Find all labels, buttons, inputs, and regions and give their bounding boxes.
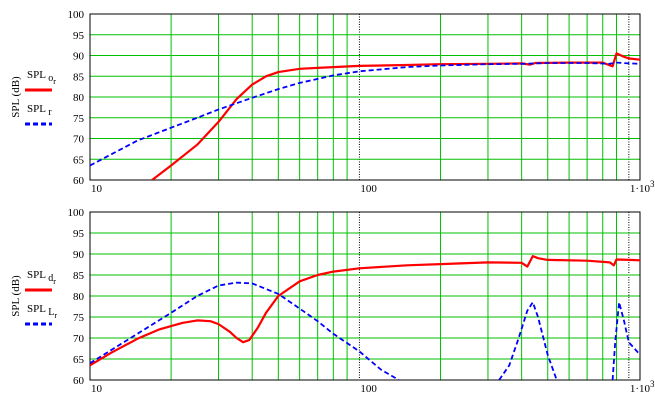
y-tick-label: 70: [73, 333, 85, 345]
x-tick-label: 1·103: [630, 179, 655, 195]
x-tick-label: 10: [91, 183, 103, 195]
y-tick-label: 75: [73, 312, 85, 324]
grid-lines: [90, 14, 640, 180]
y-tick-label: 90: [73, 249, 85, 261]
legend-label-2: SPL r: [27, 103, 52, 118]
y-tick-label: 65: [73, 354, 85, 366]
series-line-2: [90, 61, 640, 167]
legend-label-1: SPL or: [27, 69, 56, 86]
y-axis-label: SPL (dB): [10, 76, 22, 118]
series-line-2: [498, 301, 558, 380]
y-tick-label: 75: [73, 113, 85, 125]
y-tick-label: 60: [73, 175, 85, 187]
x-tick-label: 1·103: [630, 379, 655, 395]
y-tick-label: 60: [73, 375, 85, 387]
y-tick-label: 95: [73, 228, 85, 240]
y-tick-label: 70: [73, 134, 85, 146]
x-tick-label: 100: [360, 183, 377, 195]
y-tick-label: 100: [68, 207, 85, 219]
y-tick-label: 100: [68, 9, 85, 21]
y-tick-label: 95: [73, 30, 85, 42]
series-line-1: [151, 52, 640, 180]
series-group: [90, 255, 640, 380]
x-tick-label: 10: [91, 383, 103, 395]
y-tick-label: 80: [73, 291, 85, 303]
series-line-2: [90, 281, 400, 380]
y-tick-label: 80: [73, 92, 85, 104]
legend-label-1: SPL dr: [27, 269, 56, 286]
grid-lines: [90, 212, 640, 380]
series-group: [90, 52, 640, 180]
plot-frame: [89, 13, 641, 181]
legend-label-2: SPL Lr: [27, 303, 57, 320]
y-tick-label: 90: [73, 51, 85, 63]
series-line-2: [611, 301, 640, 380]
y-axis-label: SPL (dB): [10, 275, 22, 317]
x-tick-label: 100: [360, 383, 377, 395]
chart-1: 60 65 70 75 80 85 90 95 100 10 100 1·103 SPL (dB) SPL…: [10, 9, 655, 195]
y-tick-label: 85: [73, 270, 85, 282]
series-line-1: [90, 255, 640, 367]
plot-frame: [89, 211, 641, 381]
y-tick-label: 65: [73, 154, 85, 166]
y-tick-label: 85: [73, 71, 85, 83]
chart-2: 60 65 70 75 80 85 90 95 100 10 100 1·103 SPL (dB) SPL…: [10, 207, 655, 395]
